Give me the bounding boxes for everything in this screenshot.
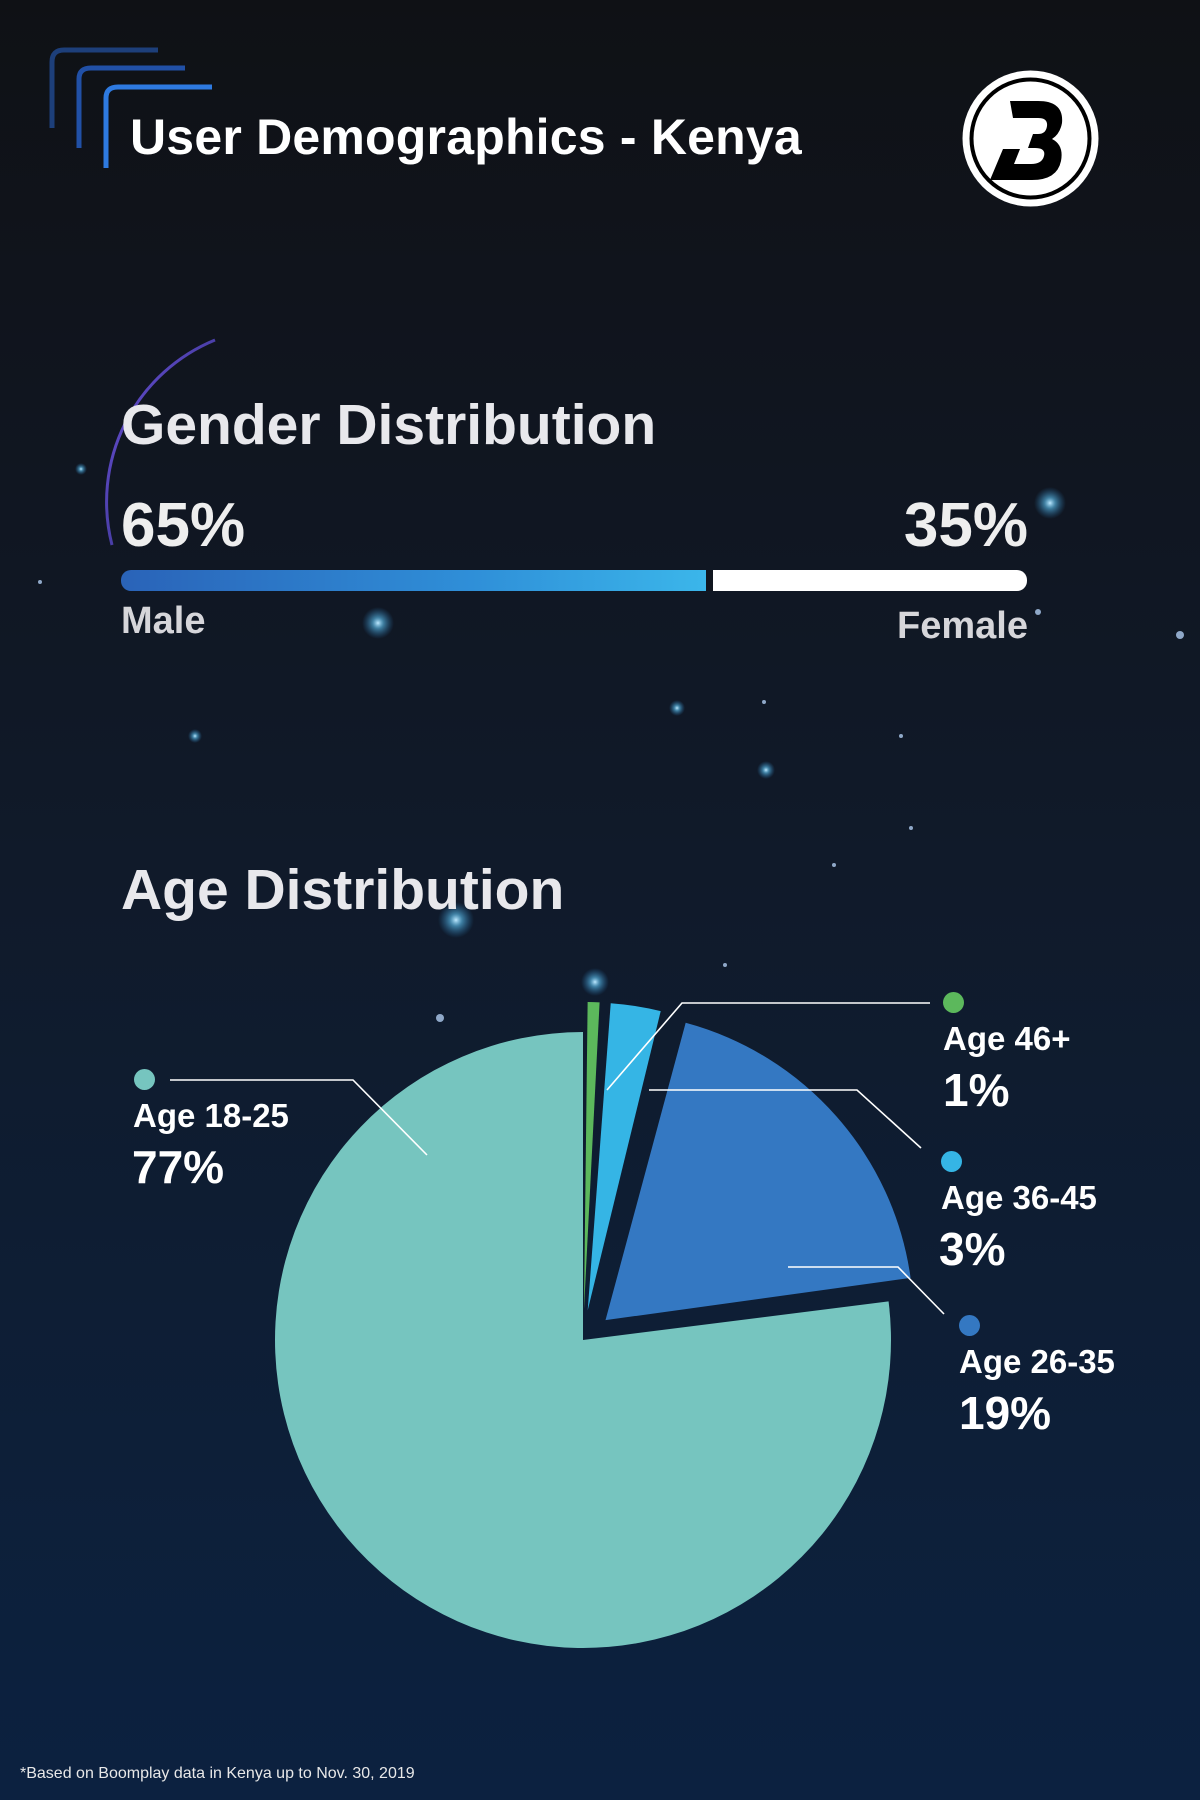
age-46-plus-label: Age 46+ xyxy=(943,1020,1071,1057)
male-bar-fill xyxy=(121,570,706,591)
pie-slice-26-35 xyxy=(605,1022,911,1321)
age-26-35-label: Age 26-35 xyxy=(959,1343,1115,1380)
gender-bar xyxy=(121,570,1027,591)
female-bar-fill xyxy=(713,570,1027,591)
small-stars xyxy=(38,580,1184,1022)
age-18-25-label: Age 18-25 xyxy=(133,1097,289,1134)
bar-divider xyxy=(706,570,713,591)
leader-line-36-45 xyxy=(649,1089,922,1149)
legend-dot-18-25 xyxy=(134,1069,155,1090)
female-label: Female xyxy=(897,605,1028,647)
age-46-plus-value: 1% xyxy=(943,1064,1010,1116)
header-bracket-decoration xyxy=(49,47,212,168)
leader-line-18-25 xyxy=(170,1079,428,1156)
age-section-title: Age Distribution xyxy=(121,858,565,922)
age-36-45-value: 3% xyxy=(939,1223,1006,1275)
page-title: User Demographics - Kenya xyxy=(130,109,802,165)
age-26-35-value: 19% xyxy=(959,1387,1052,1439)
pie-slice-46-plus xyxy=(583,1002,600,1311)
male-label: Male xyxy=(121,600,206,642)
age-36-45-label: Age 36-45 xyxy=(941,1179,1097,1216)
female-percentage: 35% xyxy=(903,491,1028,560)
decorative-arc xyxy=(105,338,216,546)
legend-dot-46-plus xyxy=(943,992,964,1013)
age-18-25-value: 77% xyxy=(132,1141,225,1193)
gender-section-title: Gender Distribution xyxy=(121,393,657,457)
pie-slice-36-45 xyxy=(587,1003,661,1311)
male-percentage: 65% xyxy=(121,491,246,560)
leader-line-46-plus xyxy=(606,1002,930,1091)
boomplay-b-logo-icon xyxy=(962,70,1099,207)
legend-dot-36-45 xyxy=(941,1151,962,1172)
footnote: *Based on Boomplay data in Kenya up to N… xyxy=(20,1765,415,1782)
legend-dot-26-35 xyxy=(959,1315,980,1336)
pie-slice-18-25 xyxy=(275,1032,892,1648)
glow-stars xyxy=(75,463,1066,996)
leader-line-26-35 xyxy=(788,1266,945,1315)
